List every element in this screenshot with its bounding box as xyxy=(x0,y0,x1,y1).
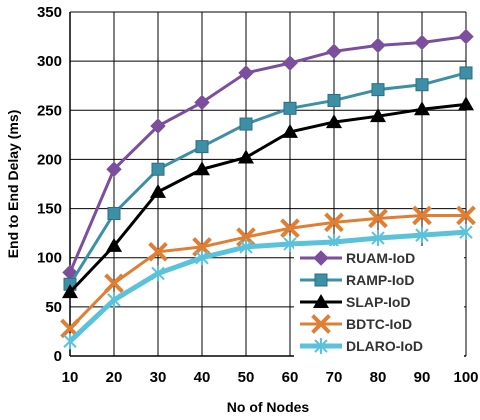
data-point xyxy=(195,140,209,154)
y-tick-label: 150 xyxy=(37,201,62,218)
legend-entry: DLARO-IoD xyxy=(300,338,423,354)
data-point xyxy=(371,83,385,97)
data-point xyxy=(458,28,474,45)
data-point xyxy=(148,241,168,262)
series-line xyxy=(68,35,467,274)
y-tick-label: 200 xyxy=(37,151,62,168)
legend-label: BDTC-IoD xyxy=(346,316,412,332)
legend-entry: SLAP-IoD xyxy=(300,294,411,310)
data-point xyxy=(62,284,78,299)
data-point xyxy=(282,123,298,138)
data-point xyxy=(324,212,344,233)
data-point xyxy=(107,291,121,308)
data-point xyxy=(371,230,385,247)
data-point xyxy=(150,118,166,134)
data-point xyxy=(195,249,209,266)
legend-marker xyxy=(311,314,331,334)
series-bdtc-iod xyxy=(60,205,476,339)
series-ramp-iod xyxy=(63,66,473,291)
data-point xyxy=(368,208,388,229)
data-point xyxy=(150,183,166,198)
data-point xyxy=(106,161,122,177)
legend-entry: RUAM-IoD xyxy=(300,250,415,266)
data-point xyxy=(459,66,473,80)
data-point xyxy=(239,238,253,255)
x-tick-label: 100 xyxy=(453,369,478,386)
data-point xyxy=(459,224,473,241)
data-point xyxy=(282,55,298,71)
x-tick-label: 30 xyxy=(150,369,167,386)
x-tick-label: 70 xyxy=(326,369,343,386)
data-point xyxy=(238,149,254,164)
x-tick-label: 60 xyxy=(282,369,299,386)
data-point xyxy=(107,206,121,220)
y-tick-label: 300 xyxy=(37,53,62,70)
data-point xyxy=(283,101,297,115)
data-point xyxy=(104,273,124,294)
series-dlaro-iod xyxy=(63,224,473,350)
data-point xyxy=(194,161,210,176)
legend-entry: RAMP-IoD xyxy=(300,272,414,288)
grid-lines xyxy=(69,11,467,357)
data-point xyxy=(415,78,429,92)
y-axis-title: End to End Delay (ms) xyxy=(5,110,21,259)
data-point xyxy=(192,237,212,257)
data-point xyxy=(326,43,342,60)
data-point xyxy=(326,114,342,129)
data-point xyxy=(327,93,341,107)
legend-label: DLARO-IoD xyxy=(346,338,423,354)
legend-label: RUAM-IoD xyxy=(346,250,415,266)
legend-marker xyxy=(313,250,329,266)
x-axis-title: No of Nodes xyxy=(227,399,310,415)
data-point xyxy=(415,227,429,244)
y-tick-label: 250 xyxy=(37,102,62,119)
x-tick-label: 40 xyxy=(194,369,211,386)
legend-entry: BDTC-IoD xyxy=(300,314,412,334)
data-point xyxy=(414,101,430,116)
series-ruam-iod xyxy=(62,28,474,281)
data-point xyxy=(106,237,122,252)
data-point xyxy=(239,117,253,131)
x-tick-label: 50 xyxy=(238,369,255,386)
data-point xyxy=(370,108,386,123)
y-tick-label: 350 xyxy=(37,4,62,21)
data-point xyxy=(414,34,430,51)
data-point xyxy=(238,65,254,81)
series-line xyxy=(68,71,467,286)
y-tick-label: 100 xyxy=(37,250,62,267)
legend-label: SLAP-IoD xyxy=(346,294,411,310)
tick-labels: 0 50 100 150 200 250 300 350 10 20 30 40 50 60 70 80 90 1… xyxy=(37,4,479,386)
legend-marker xyxy=(314,273,328,287)
series-layer xyxy=(60,28,476,350)
x-tick-label: 90 xyxy=(414,369,431,386)
series-slap-iod xyxy=(62,96,474,299)
y-tick-label: 50 xyxy=(45,299,62,316)
series-line xyxy=(68,213,466,330)
data-point xyxy=(458,96,474,111)
data-point xyxy=(60,318,80,339)
legend-marker xyxy=(314,338,328,354)
x-tick-label: 20 xyxy=(106,369,123,386)
data-point xyxy=(370,37,386,54)
data-point xyxy=(63,333,77,350)
data-point xyxy=(151,265,165,282)
x-tick-label: 80 xyxy=(370,369,387,386)
data-point xyxy=(151,162,165,176)
data-point xyxy=(456,205,476,226)
legend: RUAM-IoD RAMP-IoD SLAP-IoD BDTC-IoD DLARO-Io… xyxy=(294,246,464,360)
series-line xyxy=(68,229,467,344)
data-point xyxy=(412,205,432,226)
legend-marker xyxy=(313,294,329,308)
data-point xyxy=(194,94,210,111)
x-tick-label: 10 xyxy=(62,369,79,386)
data-point xyxy=(280,218,300,239)
series-line xyxy=(68,102,467,294)
y-tick-label: 0 xyxy=(54,348,62,365)
legend-label: RAMP-IoD xyxy=(346,272,414,288)
